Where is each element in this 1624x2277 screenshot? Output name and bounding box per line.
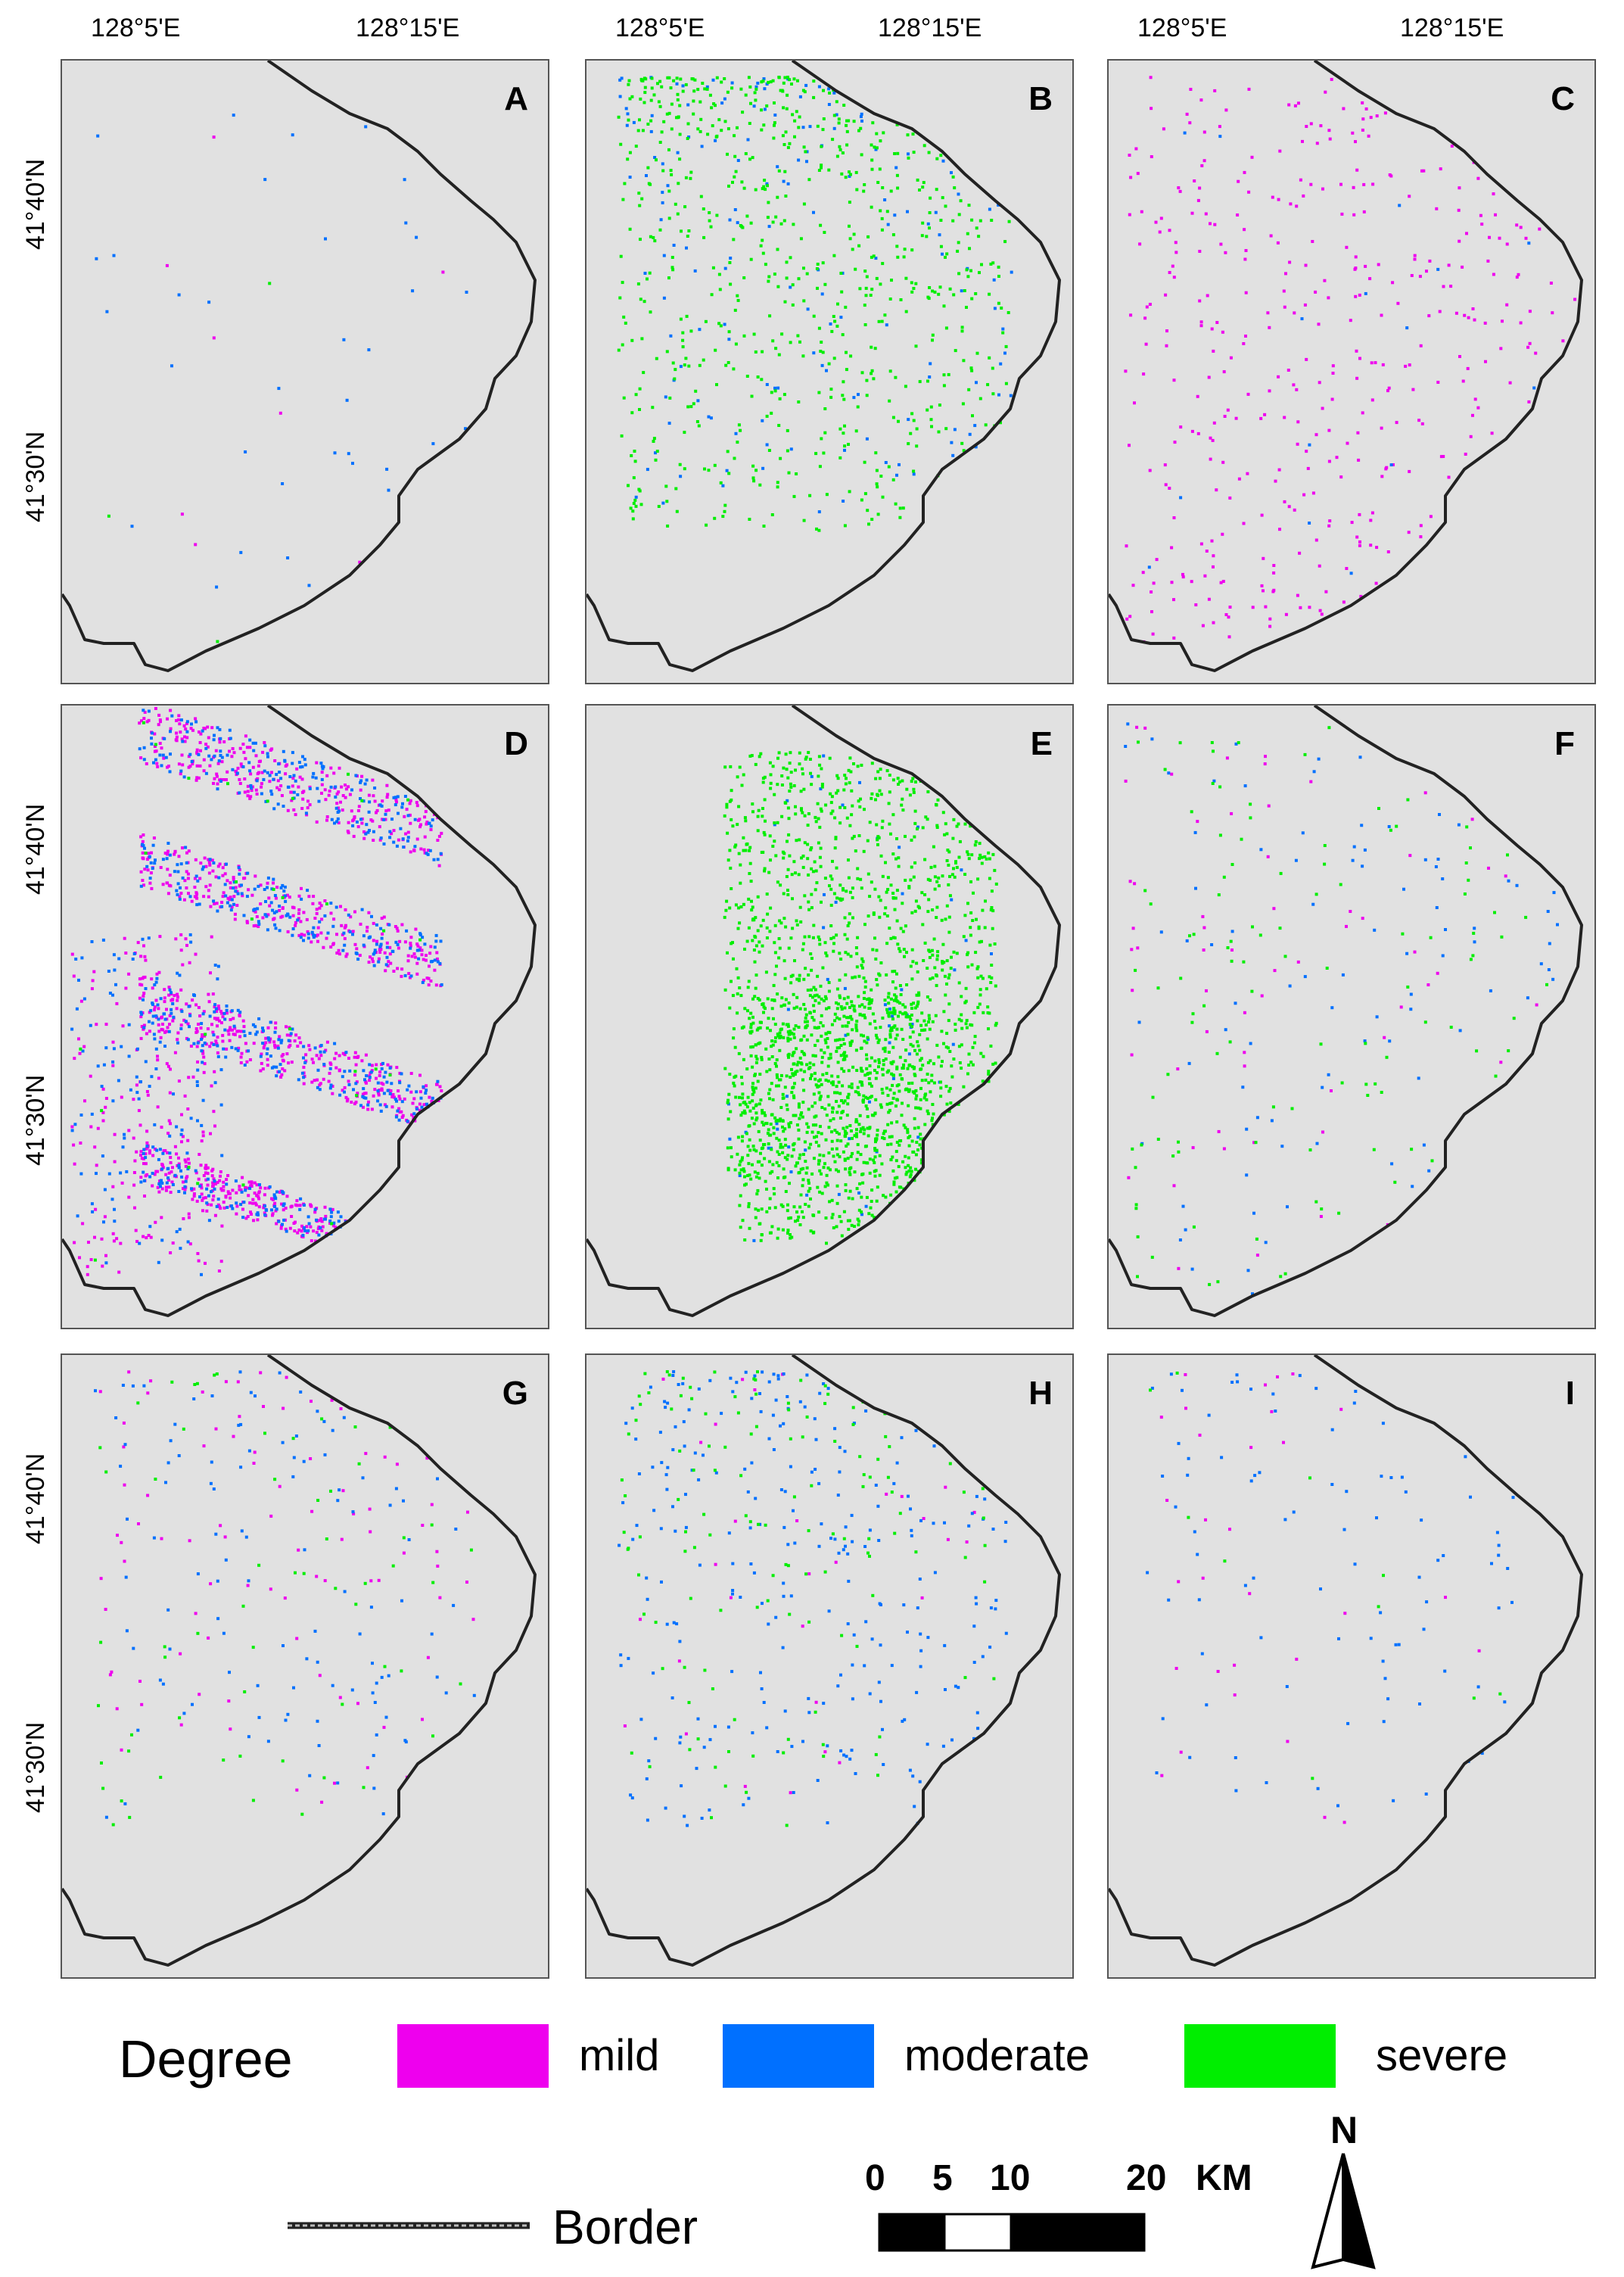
legend-swatch-severe xyxy=(1184,2024,1336,2088)
damage-moderate-pixels xyxy=(1124,722,1559,1296)
damage-mild-pixels xyxy=(1124,76,1577,643)
damage-severe-pixels xyxy=(79,721,422,1262)
panel-label: F xyxy=(1554,725,1575,762)
border-line xyxy=(1109,706,1583,1317)
longitude-label: 128°15'E xyxy=(356,14,460,42)
latitude-label: 41°30'N xyxy=(21,1721,50,1813)
legend-label-moderate: moderate xyxy=(904,2031,1090,2080)
panel-label: B xyxy=(1028,80,1053,117)
scale-tick-20: 20 xyxy=(1126,2158,1167,2198)
north-arrow-icon xyxy=(1311,2153,1376,2269)
map-panel-i: I xyxy=(1107,1353,1596,1979)
damage-severe-pixels xyxy=(620,1370,996,1827)
map-canvas xyxy=(62,61,537,672)
map-canvas xyxy=(1109,1355,1583,1967)
map-panel-b: B xyxy=(585,59,1074,684)
panel-label: D xyxy=(504,725,528,762)
border-line xyxy=(586,1355,1061,1967)
border-legend-label: Border xyxy=(552,2200,698,2254)
map-panel-f: F xyxy=(1107,704,1596,1329)
border-line xyxy=(1109,61,1583,672)
legend-label-mild: mild xyxy=(579,2031,660,2080)
map-panel-e: E xyxy=(585,704,1074,1329)
damage-moderate-pixels xyxy=(70,709,443,1276)
map-panel-h: H xyxy=(585,1353,1074,1979)
damage-mild-pixels xyxy=(70,707,443,1276)
map-canvas xyxy=(586,706,1061,1317)
damage-severe-pixels xyxy=(723,751,998,1245)
latitude-label: 41°40'N xyxy=(21,1453,50,1544)
map-canvas xyxy=(62,1355,537,1967)
damage-severe-pixels xyxy=(1149,1371,1502,1780)
damage-moderate-pixels xyxy=(95,114,468,589)
border-line xyxy=(1109,1355,1583,1967)
longitude-label: 128°15'E xyxy=(1400,14,1504,42)
latitude-label: 41°40'N xyxy=(21,158,50,250)
legend-swatch-mild xyxy=(397,2024,549,2088)
map-panel-d: D xyxy=(61,704,549,1329)
legend-label-severe: severe xyxy=(1376,2031,1508,2080)
damage-mild-pixels xyxy=(623,1372,976,1795)
panel-label: I xyxy=(1565,1375,1575,1412)
longitude-label: 128°15'E xyxy=(878,14,982,42)
damage-mild-pixels xyxy=(98,1370,475,1804)
damage-severe-pixels xyxy=(97,1372,473,1827)
latitude-label: 41°30'N xyxy=(21,431,50,522)
border-line xyxy=(62,706,537,1317)
longitude-label: 128°5'E xyxy=(91,14,181,42)
panel-label: A xyxy=(504,80,528,117)
map-canvas xyxy=(1109,706,1583,1317)
scale-tick-5: 5 xyxy=(932,2158,953,2198)
map-canvas xyxy=(586,1355,1061,1967)
latitude-label: 41°40'N xyxy=(21,803,50,895)
map-panel-g: G xyxy=(61,1353,549,1979)
panel-label: E xyxy=(1030,725,1053,762)
panel-label: C xyxy=(1551,80,1575,117)
panel-label: G xyxy=(502,1375,528,1412)
damage-severe-pixels xyxy=(107,282,272,643)
border-line xyxy=(586,706,1061,1317)
border-line-sample xyxy=(288,2222,530,2229)
scale-bar xyxy=(878,2213,1146,2252)
damage-mild-pixels xyxy=(165,135,445,564)
north-arrow-label: N xyxy=(1330,2109,1358,2151)
damage-moderate-pixels xyxy=(618,1370,1008,1827)
damage-severe-pixels xyxy=(617,76,1011,532)
map-canvas xyxy=(586,61,1061,672)
map-panel-c: C xyxy=(1107,59,1596,684)
scale-unit: KM xyxy=(1196,2158,1252,2198)
scale-tick-10: 10 xyxy=(990,2158,1031,2198)
legend-swatch-moderate xyxy=(723,2024,874,2088)
longitude-label: 128°5'E xyxy=(1137,14,1227,42)
map-canvas xyxy=(1109,61,1583,672)
longitude-label: 128°5'E xyxy=(615,14,705,42)
border-line xyxy=(62,61,537,672)
scale-tick-0: 0 xyxy=(865,2158,885,2198)
legend-title: Degree xyxy=(119,2029,293,2089)
latitude-label: 41°30'N xyxy=(21,1074,50,1166)
map-canvas xyxy=(62,706,537,1317)
damage-mild-pixels xyxy=(1124,725,1538,1270)
map-panel-a: A xyxy=(61,59,549,684)
damage-mild-pixels xyxy=(1159,1372,1481,1824)
border-line xyxy=(62,1355,537,1967)
damage-severe-pixels xyxy=(1131,726,1548,1286)
damage-moderate-pixels xyxy=(94,1370,476,1819)
border-line xyxy=(586,61,1061,672)
damage-moderate-pixels xyxy=(1146,1372,1515,1808)
panel-label: H xyxy=(1028,1375,1053,1412)
damage-moderate-pixels xyxy=(727,754,993,1242)
damage-moderate-pixels xyxy=(1147,131,1536,575)
